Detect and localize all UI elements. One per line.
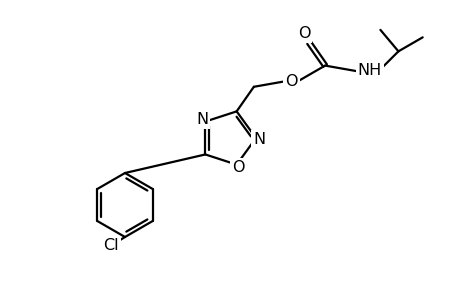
- Text: O: O: [297, 26, 310, 41]
- Text: N: N: [252, 131, 264, 146]
- Text: O: O: [232, 160, 244, 175]
- Text: O: O: [285, 74, 297, 89]
- Text: N: N: [196, 112, 208, 127]
- Text: NH: NH: [357, 63, 381, 78]
- Text: Cl: Cl: [103, 238, 118, 253]
